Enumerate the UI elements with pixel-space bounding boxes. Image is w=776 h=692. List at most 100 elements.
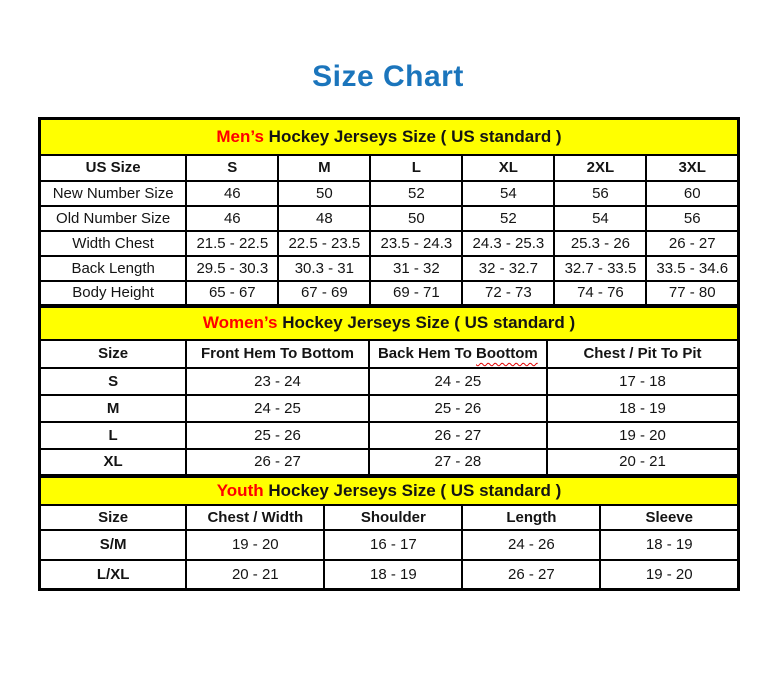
- cell: 30.3 - 31: [277, 254, 372, 282]
- cell: 23 - 24: [185, 366, 370, 396]
- table-row: Width Chest 21.5 - 22.5 22.5 - 23.5 23.5…: [38, 229, 740, 257]
- col-header: 2XL: [553, 153, 648, 182]
- col-header: M: [277, 153, 372, 182]
- col-header: XL: [461, 153, 556, 182]
- womens-size-table: Women’s Hockey Jerseys Size ( US standar…: [38, 305, 740, 477]
- cell: 24 - 25: [185, 393, 370, 423]
- row-label: Body Height: [38, 279, 188, 307]
- cell: 18 - 19: [545, 393, 740, 423]
- page-title: Size Chart: [312, 60, 464, 93]
- cell: 18 - 19: [599, 528, 740, 561]
- table-row: XL 26 - 27 27 - 28 20 - 21: [38, 447, 740, 477]
- col-header: 3XL: [645, 153, 740, 182]
- cell: 19 - 20: [545, 420, 740, 450]
- row-label: M: [38, 393, 188, 423]
- cell: 32.7 - 33.5: [553, 254, 648, 282]
- table-row: S/M 19 - 20 16 - 17 24 - 26 18 - 19: [38, 528, 740, 561]
- cell: 65 - 67: [185, 279, 280, 307]
- table-row: US Size S M L XL 2XL 3XL: [38, 153, 740, 182]
- band-text: Hockey Jerseys Size ( US standard ): [268, 480, 562, 500]
- table-row: L/XL 20 - 21 18 - 19 26 - 27 19 - 20: [38, 558, 740, 591]
- cell: 72 - 73: [461, 279, 556, 307]
- misspelled-word: Boottom: [476, 345, 538, 362]
- section-band-womens: Women’s Hockey Jerseys Size ( US standar…: [38, 305, 740, 341]
- col-header: Chest / Pit To Pit: [545, 338, 740, 369]
- col-header: Size: [38, 338, 188, 369]
- cell: 60: [645, 179, 740, 207]
- row-label: S/M: [38, 528, 188, 561]
- cell: 46: [185, 179, 280, 207]
- cell: 67 - 69: [277, 279, 372, 307]
- cell: 18 - 19: [323, 558, 464, 591]
- cell: 21.5 - 22.5: [185, 229, 280, 257]
- table-row: L 25 - 26 26 - 27 19 - 20: [38, 420, 740, 450]
- col-header: L: [369, 153, 464, 182]
- row-label: XL: [38, 447, 188, 477]
- cell: 25 - 26: [185, 420, 370, 450]
- cell: 23.5 - 24.3: [369, 229, 464, 257]
- cell: 31 - 32: [369, 254, 464, 282]
- col-header: Back Hem To Boottom: [367, 338, 548, 369]
- col-header: Sleeve: [599, 503, 740, 531]
- mens-size-table: Men’s Hockey Jerseys Size ( US standard …: [38, 117, 740, 307]
- section-band-mens: Men’s Hockey Jerseys Size ( US standard …: [38, 117, 740, 156]
- table-row: Men’s Hockey Jerseys Size ( US standard …: [38, 117, 740, 156]
- cell: 50: [277, 179, 372, 207]
- cell: 17 - 18: [545, 366, 740, 396]
- table-row: Youth Hockey Jerseys Size ( US standard …: [38, 475, 740, 506]
- cell: 74 - 76: [553, 279, 648, 307]
- band-text: Hockey Jerseys Size ( US standard ): [268, 126, 562, 146]
- cell: 16 - 17: [323, 528, 464, 561]
- col-header: US Size: [38, 153, 188, 182]
- cell: 29.5 - 30.3: [185, 254, 280, 282]
- cell: 50: [369, 204, 464, 232]
- cell: 26 - 27: [367, 420, 548, 450]
- cell: 52: [369, 179, 464, 207]
- size-chart: Men’s Hockey Jerseys Size ( US standard …: [38, 117, 740, 591]
- cell: 26 - 27: [461, 558, 602, 591]
- cell: 20 - 21: [185, 558, 326, 591]
- row-label: S: [38, 366, 188, 396]
- cell: 26 - 27: [185, 447, 370, 477]
- cell: 24 - 26: [461, 528, 602, 561]
- col-header: Size: [38, 503, 188, 531]
- cell: 52: [461, 204, 556, 232]
- cell: 69 - 71: [369, 279, 464, 307]
- cell: 25.3 - 26: [553, 229, 648, 257]
- section-band-youth: Youth Hockey Jerseys Size ( US standard …: [38, 475, 740, 506]
- band-highlight: Youth: [216, 480, 264, 500]
- row-label: New Number Size: [38, 179, 188, 207]
- table-row: Size Front Hem To Bottom Back Hem To Boo…: [38, 338, 740, 369]
- cell: 22.5 - 23.5: [277, 229, 372, 257]
- row-label: Back Length: [38, 254, 188, 282]
- cell: 24.3 - 25.3: [461, 229, 556, 257]
- cell: 20 - 21: [545, 447, 740, 477]
- cell: 19 - 20: [599, 558, 740, 591]
- cell: 48: [277, 204, 372, 232]
- cell: 25 - 26: [367, 393, 548, 423]
- cell: 33.5 - 34.6: [645, 254, 740, 282]
- row-label: L: [38, 420, 188, 450]
- table-row: Size Chest / Width Shoulder Length Sleev…: [38, 503, 740, 531]
- cell: 56: [645, 204, 740, 232]
- band-highlight: Women’s: [202, 313, 278, 333]
- band-text: Hockey Jerseys Size ( US standard ): [282, 313, 576, 333]
- cell: 19 - 20: [185, 528, 326, 561]
- col-header: Front Hem To Bottom: [185, 338, 370, 369]
- cell: 26 - 27: [645, 229, 740, 257]
- table-row: Women’s Hockey Jerseys Size ( US standar…: [38, 305, 740, 341]
- table-row: New Number Size 46 50 52 54 56 60: [38, 179, 740, 207]
- cell: 32 - 32.7: [461, 254, 556, 282]
- table-row: Back Length 29.5 - 30.3 30.3 - 31 31 - 3…: [38, 254, 740, 282]
- row-label: L/XL: [38, 558, 188, 591]
- cell: 56: [553, 179, 648, 207]
- cell: 27 - 28: [367, 447, 548, 477]
- col-header: Shoulder: [323, 503, 464, 531]
- cell: 24 - 25: [367, 366, 548, 396]
- row-label: Old Number Size: [38, 204, 188, 232]
- table-row: M 24 - 25 25 - 26 18 - 19: [38, 393, 740, 423]
- table-row: S 23 - 24 24 - 25 17 - 18: [38, 366, 740, 396]
- cell: 46: [185, 204, 280, 232]
- cell: 54: [461, 179, 556, 207]
- table-row: Old Number Size 46 48 50 52 54 56: [38, 204, 740, 232]
